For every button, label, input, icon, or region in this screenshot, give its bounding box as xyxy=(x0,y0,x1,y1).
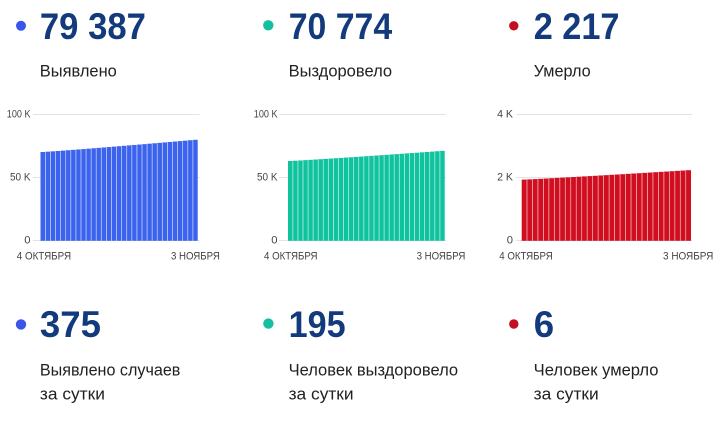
svg-text:2 217: 2 217 xyxy=(534,6,620,47)
svg-text:100 K: 100 K xyxy=(254,109,278,121)
svg-text:4 K: 4 K xyxy=(497,109,513,121)
svg-text:4 ОКТЯБРЯ: 4 ОКТЯБРЯ xyxy=(17,251,71,263)
svg-text:3 НОЯБРЯ: 3 НОЯБРЯ xyxy=(171,251,220,263)
svg-text:100 K: 100 K xyxy=(7,109,31,121)
svg-text:50 K: 50 K xyxy=(257,172,278,184)
svg-text:Выявлено случаев: Выявлено случаев xyxy=(40,362,181,380)
svg-text:50 K: 50 K xyxy=(10,172,31,184)
svg-text:70 774: 70 774 xyxy=(289,6,393,47)
svg-text:0: 0 xyxy=(24,235,30,247)
svg-text:79 387: 79 387 xyxy=(40,6,146,47)
svg-text:195: 195 xyxy=(289,304,346,345)
svg-text:Человек выздоровело: Человек выздоровело xyxy=(289,362,459,380)
svg-text:за сутки: за сутки xyxy=(534,386,599,404)
svg-text:за сутки: за сутки xyxy=(40,386,105,404)
svg-text:3 НОЯБРЯ: 3 НОЯБРЯ xyxy=(663,251,713,263)
svg-text:6: 6 xyxy=(534,304,554,345)
svg-text:Человек умерло: Человек умерло xyxy=(534,362,659,380)
svg-text:2 K: 2 K xyxy=(497,172,513,184)
svg-text:0: 0 xyxy=(507,235,513,247)
svg-text:3 НОЯБРЯ: 3 НОЯБРЯ xyxy=(417,251,466,263)
svg-text:4 ОКТЯБРЯ: 4 ОКТЯБРЯ xyxy=(264,251,318,263)
svg-text:Выздоровело: Выздоровело xyxy=(289,62,393,81)
svg-text:4 ОКТЯБРЯ: 4 ОКТЯБРЯ xyxy=(499,251,553,263)
svg-text:Умерло: Умерло xyxy=(534,62,591,81)
svg-text:0: 0 xyxy=(271,235,277,247)
svg-text:за сутки: за сутки xyxy=(289,386,354,404)
svg-text:375: 375 xyxy=(40,304,101,345)
svg-text:Выявлено: Выявлено xyxy=(40,62,117,81)
